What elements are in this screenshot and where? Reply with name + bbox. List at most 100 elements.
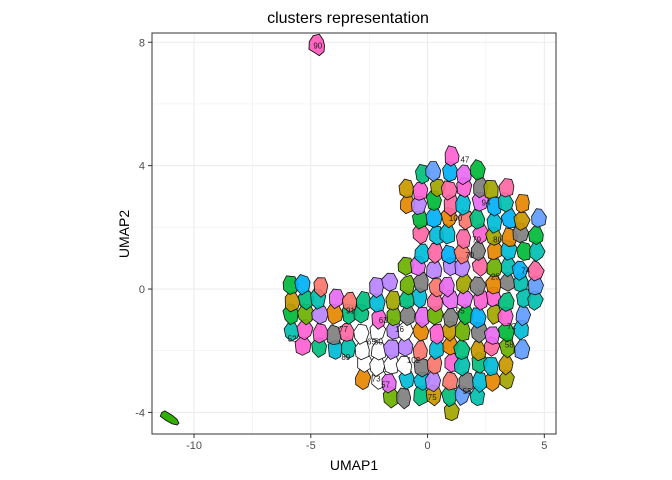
cluster-cell: [442, 371, 459, 391]
x-tick-label: 0: [424, 440, 430, 452]
cluster-label: 16: [395, 325, 404, 334]
cluster-cell: [397, 256, 415, 276]
cluster-label: 89: [341, 353, 350, 362]
cluster-cell: [412, 340, 428, 362]
cluster-cell: [513, 211, 531, 231]
cluster-label: 50: [374, 337, 383, 346]
cluster-cell: [395, 355, 413, 376]
cluster-label: 52: [288, 334, 297, 343]
cluster-cell: [399, 274, 416, 296]
cluster-label: 75: [428, 393, 437, 402]
cluster-cell: [282, 275, 299, 295]
outlier-clusters: 90: [159, 33, 325, 426]
cluster-cell: [294, 336, 312, 356]
y-tick-label: 4: [139, 161, 145, 173]
cluster-cell: [515, 304, 532, 327]
cluster-cell: [498, 178, 515, 198]
cluster-cell: [425, 161, 442, 183]
cluster-label: 25: [491, 273, 500, 282]
cluster-cell: [313, 277, 329, 298]
chart-title: clusters representation: [267, 10, 429, 27]
cluster-cell: [326, 324, 342, 346]
cluster-cell: [497, 291, 515, 312]
cluster-cell: [455, 164, 473, 186]
cluster-cell: [440, 244, 457, 265]
y-tick-label: -4: [135, 407, 145, 419]
cluster-label: 73: [372, 374, 381, 383]
cluster-cell: [455, 229, 472, 250]
cluster-label: 70: [465, 251, 474, 260]
cluster-cell: [527, 260, 545, 282]
cluster-cell: [370, 341, 388, 361]
cluster-cell: [439, 276, 455, 298]
cluster-cell: [483, 326, 501, 345]
cluster-cell: [294, 274, 311, 296]
cluster-cell: [414, 243, 432, 265]
cluster-cell: [383, 339, 401, 360]
cluster-cell: [531, 208, 547, 228]
cluster-cell: [353, 323, 370, 345]
cluster-cell: [355, 290, 372, 312]
cluster-label: 77: [339, 325, 348, 334]
cluster-label: 100: [449, 214, 463, 223]
cluster-cell: [486, 196, 503, 217]
cluster-cell: [396, 387, 412, 410]
cluster-cell: [483, 179, 499, 199]
cluster-cell: [429, 323, 445, 345]
cluster-cell: [312, 323, 329, 344]
x-tick-label: -5: [306, 440, 316, 452]
cluster-cell: [440, 180, 458, 201]
cluster-cell: [514, 339, 531, 360]
x-tick-label: -10: [186, 440, 202, 452]
cluster-cell: [426, 261, 443, 280]
cluster-cell: [515, 193, 530, 214]
cluster-label: 72: [507, 322, 516, 331]
outlier-cluster: [159, 410, 180, 426]
cluster-cell: [385, 290, 402, 311]
cluster-label: 95: [456, 307, 465, 316]
cluster-label: 55: [463, 387, 472, 396]
cluster-label: 63: [379, 316, 388, 325]
cluster-cell: [516, 241, 533, 261]
cluster-cell: [453, 339, 471, 361]
cluster-cell: [369, 276, 385, 299]
cluster-cell: [412, 181, 429, 201]
cluster-label: 57: [381, 381, 390, 390]
plot-border: [151, 32, 557, 435]
x-axis-ticks: -10 -5 0 5: [186, 434, 547, 452]
cluster-cell: [482, 357, 499, 377]
cluster-label: 80: [493, 236, 502, 245]
cluster-cell: [469, 276, 487, 297]
main-cluster-cloud: [282, 145, 547, 422]
outlier-cluster-label: 90: [313, 41, 322, 50]
cluster-label: 102: [407, 356, 421, 365]
cluster-cell: [469, 159, 486, 181]
cluster-cell: [444, 145, 460, 167]
cluster-cell: [415, 306, 430, 329]
y-tick-label: 8: [139, 37, 145, 49]
cluster-cell: [381, 373, 397, 394]
cluster-label: 74: [521, 267, 530, 276]
cluster-label: 58: [505, 341, 514, 350]
cluster-cell: [341, 291, 358, 313]
x-tick-label: 5: [541, 440, 547, 452]
y-axis-ticks: -4 0 4 8: [135, 37, 152, 419]
y-axis-label: UMAP2: [116, 210, 132, 258]
y-tick-label: 0: [139, 284, 145, 296]
cluster-label: 94: [481, 199, 490, 208]
cluster-label: 79: [472, 236, 481, 245]
cluster-cell: [458, 371, 475, 394]
cluster-label: 65: [367, 337, 376, 346]
cluster-label: 47: [460, 155, 469, 164]
cluster-cell: [381, 272, 399, 292]
cluster-cell: [328, 288, 345, 310]
cluster-cell: [511, 260, 529, 281]
cluster-cell: [516, 288, 532, 309]
cluster-cell: [456, 289, 474, 309]
cluster-cell: [413, 357, 431, 378]
cluster-cell: [398, 338, 414, 357]
x-axis-label: UMAP1: [330, 457, 378, 473]
